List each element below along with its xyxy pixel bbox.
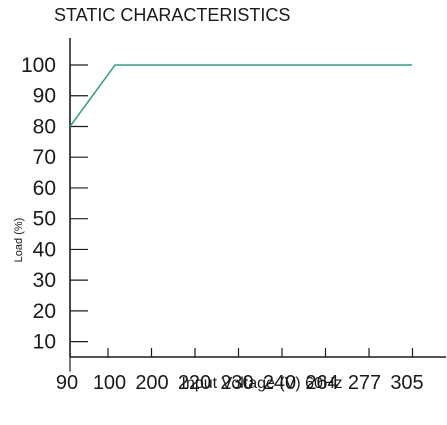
- x-tick-label: 90: [56, 372, 78, 394]
- x-tick-label: 264: [305, 372, 338, 394]
- axes: [69, 38, 446, 358]
- y-tick-label: 100: [21, 54, 56, 77]
- x-tick-label: 305: [390, 372, 423, 394]
- y-tick-label: 30: [33, 269, 56, 292]
- y-tick-marks: [69, 64, 88, 372]
- y-tick-label: 10: [33, 331, 56, 354]
- x-tick-labels: 90 100 200 220 230 240 264 277 305: [56, 372, 424, 394]
- y-tick-labels: 10 20 30 40 50 60 70 80 90 100: [21, 54, 56, 354]
- y-tick-label: 50: [33, 208, 56, 231]
- x-tick-marks: [107, 348, 414, 357]
- x-tick-label: 200: [135, 372, 168, 394]
- x-tick-label: 230: [220, 372, 253, 394]
- series-line: [69, 64, 412, 127]
- y-tick-label: 20: [33, 300, 56, 323]
- x-axis-label: Input Voltage (V) 60Hz: [182, 375, 343, 392]
- y-tick-label: 70: [33, 146, 56, 169]
- y-tick-label: 90: [33, 85, 56, 108]
- y-tick-label: 80: [33, 115, 56, 138]
- x-tick-label: 220: [178, 372, 211, 394]
- chart-title: STATIC CHARACTERISTICS: [54, 5, 290, 25]
- x-tick-label: 100: [93, 372, 126, 394]
- x-tick-label: 277: [348, 372, 381, 394]
- y-tick-label: 40: [33, 238, 56, 261]
- y-axis-label: Load (%): [13, 218, 25, 263]
- x-tick-label: 240: [263, 372, 296, 394]
- y-tick-label: 60: [33, 177, 56, 200]
- series-layer: [69, 64, 412, 127]
